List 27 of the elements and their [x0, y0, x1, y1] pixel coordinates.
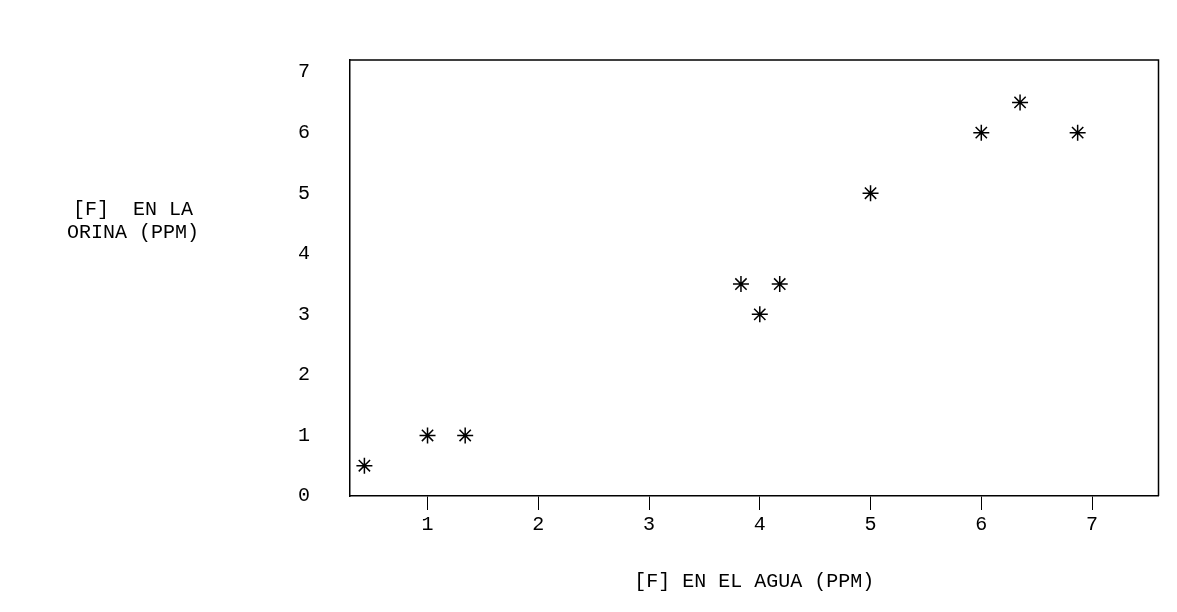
y-tick-label: 4	[297, 242, 310, 266]
y-axis-title: [F] EN LA ORINA (PPM)	[66, 197, 200, 244]
x-tick-label: 6	[975, 513, 988, 537]
point	[418, 426, 437, 445]
x-tick-label: 1	[421, 513, 434, 537]
y-tick-label: 2	[297, 363, 310, 387]
y-tick-label: 5	[297, 181, 310, 205]
y-tick-label: 1	[297, 423, 310, 447]
y-tick-label: 0	[297, 484, 310, 508]
point	[861, 184, 880, 202]
point	[770, 275, 789, 293]
y-tick-label: 7	[297, 60, 310, 84]
point	[1068, 123, 1087, 142]
point	[456, 426, 474, 445]
x-tick-label: 2	[532, 513, 545, 537]
x-tick-label: 4	[753, 513, 766, 537]
point	[972, 123, 991, 142]
y-tick-label: 6	[297, 120, 310, 144]
x-tick-label: 7	[1086, 513, 1099, 537]
point	[751, 305, 769, 324]
y-tick-label: 3	[297, 302, 310, 326]
x-tick-label: 5	[864, 513, 877, 537]
point	[355, 456, 374, 475]
point	[1011, 93, 1029, 112]
x-tick-label: 3	[643, 513, 656, 537]
point	[732, 275, 750, 293]
x-axis-title: [F] EN EL AGUA (PPM)	[634, 570, 875, 594]
